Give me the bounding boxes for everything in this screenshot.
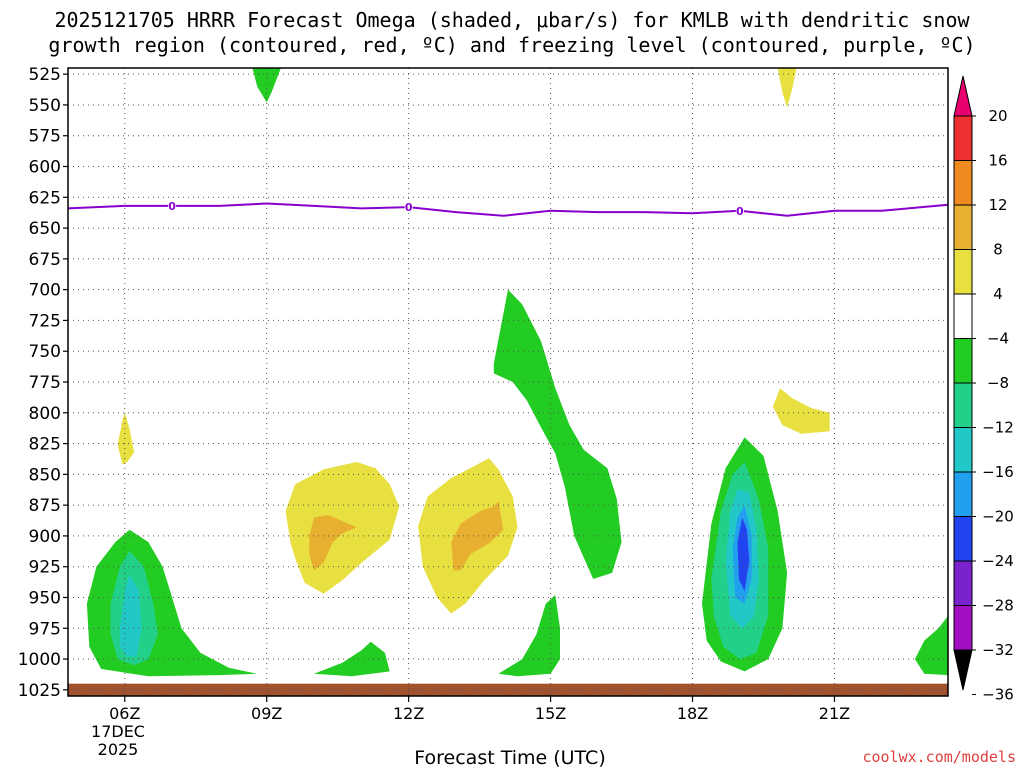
x-axis-ticks: 06Z 09Z 12Z 15Z 18Z 21Z — [109, 696, 850, 723]
colorbar-label-4: 4 — [993, 285, 1003, 303]
ytick-label-950: 950 — [29, 588, 61, 608]
freezing-label-bg-2 — [735, 204, 744, 217]
xtick-label-06Z: 06Z — [109, 704, 140, 723]
ytick-label-650: 650 — [29, 219, 61, 239]
colorbar-box-2 — [953, 204, 973, 250]
colorbar-label-0: 20 — [988, 107, 1007, 125]
omega-region-18 — [451, 501, 504, 571]
ytick-label-600: 600 — [29, 158, 61, 178]
ytick-label-625: 625 — [29, 188, 61, 208]
ytick-label-975: 975 — [29, 619, 61, 639]
ytick-label-1025: 1025 — [18, 681, 61, 701]
colorbar-box-0 — [953, 115, 973, 161]
colorbar-label-9: −20 — [982, 508, 1014, 526]
colorbar-label-6: −8 — [987, 374, 1009, 392]
xtick-label-12Z: 12Z — [393, 704, 424, 723]
colorbar-label-5: −4 — [987, 330, 1009, 348]
colorbar-box-5 — [953, 338, 973, 384]
colorbar-label-8: −16 — [982, 463, 1014, 481]
freezing-level-layer: 0 0 0 — [68, 199, 948, 218]
freezing-level-label-0: 0 — [168, 200, 176, 213]
ytick-label-850: 850 — [29, 465, 61, 485]
colorbar-label-1: 16 — [988, 152, 1007, 170]
omega-region-4 — [314, 641, 390, 677]
ytick-label-575: 575 — [29, 127, 61, 147]
date-label-year: 2025 — [98, 740, 139, 759]
y-axis-ticks: 525 550 575 600 625 650 675 700 725 750 775 800 825 8… — [18, 65, 68, 701]
colorbar-box-10 — [953, 560, 973, 606]
colorbar-box-4 — [953, 293, 973, 339]
chart-title-line-1: 2025121705 HRRR Forecast Omega (shaded, … — [54, 8, 970, 32]
omega-region-12 — [914, 616, 948, 676]
colorbar-label-10: −24 — [982, 552, 1014, 570]
ytick-label-925: 925 — [29, 558, 61, 578]
xtick-label-18Z: 18Z — [677, 704, 708, 723]
omega-region-13 — [777, 68, 797, 108]
xtick-label-09Z: 09Z — [251, 704, 282, 723]
ytick-label-875: 875 — [29, 496, 61, 516]
ytick-label-550: 550 — [29, 96, 61, 116]
ytick-label-725: 725 — [29, 311, 61, 331]
omega-region-0 — [252, 68, 281, 103]
omega-region-14 — [117, 412, 135, 465]
colorbar-box-3 — [953, 249, 973, 295]
date-label-day: 17DEC — [91, 722, 145, 741]
omega-region-11 — [737, 517, 750, 592]
colorbar-label-12: −32 — [982, 641, 1014, 659]
ytick-label-825: 825 — [29, 435, 61, 455]
ytick-label-1000: 1000 — [18, 650, 61, 670]
omega-region-16 — [309, 515, 357, 571]
credit-text: coolwx.com/models — [862, 748, 1016, 766]
x-axis-label: Forecast Time (UTC) — [414, 747, 605, 768]
grid-layer — [68, 68, 948, 696]
ytick-label-775: 775 — [29, 373, 61, 393]
colorbar: 20 16 12 8 4 −4 −8 −12 −16 −20 −24 −28 −32 −36 — [953, 75, 1014, 704]
ytick-label-900: 900 — [29, 527, 61, 547]
colorbar-label-13: −36 — [982, 686, 1014, 704]
omega-region-6 — [498, 595, 560, 677]
colorbar-box-9 — [953, 516, 973, 562]
xtick-label-15Z: 15Z — [535, 704, 566, 723]
colorbar-box-6 — [953, 382, 973, 428]
colorbar-box-8 — [953, 471, 973, 517]
omega-shading-layer — [86, 68, 948, 677]
colorbar-label-11: −28 — [982, 597, 1014, 615]
colorbar-box-11 — [953, 605, 973, 651]
omega-region-3 — [120, 575, 142, 657]
omega-region-19 — [772, 388, 830, 434]
colorbar-bottom-arrow — [953, 649, 973, 691]
omega-region-5 — [493, 289, 622, 579]
freezing-level-label-1: 0 — [405, 201, 413, 214]
freezing-level-label-2: 0 — [736, 205, 744, 218]
colorbar-label-2: 12 — [988, 196, 1007, 214]
ytick-label-750: 750 — [29, 342, 61, 362]
ytick-label-675: 675 — [29, 250, 61, 270]
ytick-label-700: 700 — [29, 281, 61, 301]
ytick-label-525: 525 — [29, 65, 61, 85]
xtick-label-21Z: 21Z — [819, 704, 850, 723]
ytick-label-800: 800 — [29, 404, 61, 424]
freezing-level-line — [68, 202, 948, 217]
colorbar-label-7: −12 — [982, 419, 1014, 437]
colorbar-box-1 — [953, 160, 973, 206]
colorbar-label-3: 8 — [993, 241, 1003, 259]
colorbar-box-7 — [953, 427, 973, 473]
chart-title-line-2: growth region (contoured, red, ºC) and f… — [48, 33, 975, 57]
freezing-label-bg-0 — [168, 199, 177, 212]
freezing-label-bg-1 — [404, 201, 413, 214]
